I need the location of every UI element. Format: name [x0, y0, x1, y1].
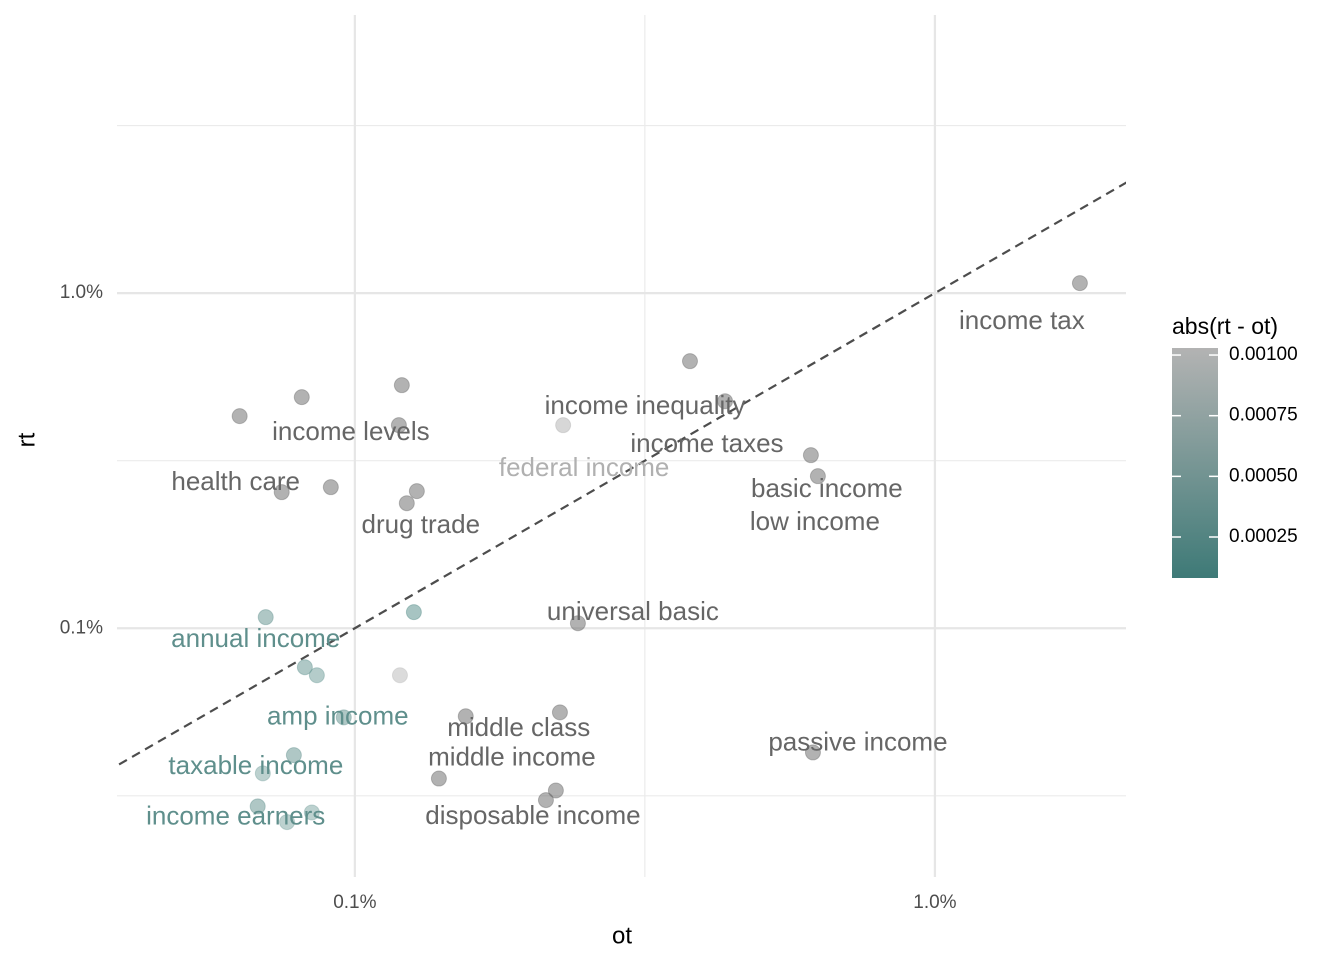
point-label: universal basic [547, 596, 719, 626]
point [273, 484, 290, 501]
point [335, 709, 352, 726]
point-label: income inequality [545, 390, 746, 420]
colorbar-label: 0.00100 [1229, 344, 1298, 365]
point [804, 744, 821, 761]
point-label: amp income [267, 700, 409, 730]
point [430, 770, 447, 787]
point [405, 604, 422, 621]
x-axis-title: ot [612, 922, 632, 949]
point [802, 447, 819, 464]
point [408, 483, 425, 500]
point-label: income taxes [630, 428, 783, 458]
plot-panel [117, 181, 1126, 767]
point [717, 393, 734, 410]
point [547, 782, 564, 799]
point-label: income levels [272, 416, 430, 446]
point [551, 704, 568, 721]
point [681, 353, 698, 370]
y-axis-title: rt [13, 432, 40, 447]
point [398, 495, 415, 512]
colorbar-label: 0.00075 [1229, 405, 1298, 426]
point-label: middle class [447, 712, 590, 742]
colorbar-label: 0.00050 [1229, 465, 1298, 486]
point [569, 615, 586, 632]
point [391, 667, 408, 684]
point [254, 765, 271, 782]
point [303, 804, 320, 821]
point-label: basic income [751, 473, 903, 503]
point [249, 798, 266, 815]
y-tick-label: 1.0% [60, 282, 103, 303]
point [809, 468, 826, 485]
point-label: taxable income [168, 750, 343, 780]
point-label: disposable income [425, 800, 640, 830]
point-label: drug trade [362, 509, 481, 539]
point [555, 417, 572, 434]
point [393, 377, 410, 394]
point [231, 408, 248, 425]
colorbar-label: 0.00025 [1229, 526, 1298, 547]
point [537, 792, 554, 809]
point [296, 659, 313, 676]
point [257, 609, 274, 626]
point-label: low income [750, 506, 880, 536]
x-tick-label: 0.1% [333, 892, 376, 913]
point-label: income earners [146, 800, 325, 830]
x-tick-label: 1.0% [913, 892, 956, 913]
point-label: middle income [428, 741, 596, 771]
point-label: income tax [959, 305, 1085, 335]
point-label: passive income [768, 726, 947, 756]
point [308, 667, 325, 684]
colorbar [1172, 348, 1218, 578]
point-label: federal income [499, 452, 670, 482]
point [279, 814, 296, 831]
point [322, 479, 339, 496]
y-tick-label: 0.1% [60, 617, 103, 638]
point [457, 708, 474, 725]
point [1071, 275, 1088, 292]
point [390, 417, 407, 434]
legend-title: abs(rt - ot) [1172, 313, 1278, 339]
point [285, 747, 302, 764]
reference-line [117, 181, 1126, 767]
point-label: health care [171, 466, 300, 496]
point-label: annual income [171, 623, 340, 653]
point [293, 389, 310, 406]
